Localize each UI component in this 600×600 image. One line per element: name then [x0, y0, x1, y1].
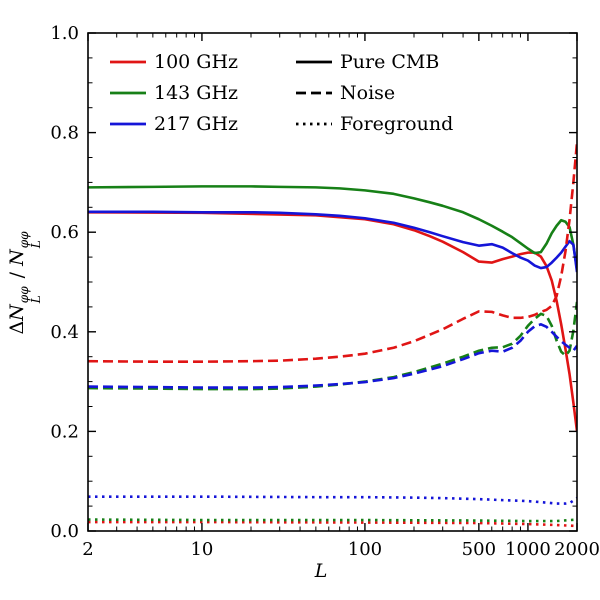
- legend-freq-100-ghz-label: 100 GHz: [154, 51, 238, 73]
- series-217-ghz-pure-cmb: [88, 210, 577, 273]
- legend-freq-217-ghz-label: 217 GHz: [154, 113, 238, 135]
- xlabel-text: L: [314, 560, 328, 582]
- y-tick-label: 0.2: [50, 421, 79, 442]
- x-tick-label: 500: [462, 539, 496, 560]
- series-217-ghz-noise: [88, 323, 577, 389]
- x-tick-label: 100: [348, 539, 382, 560]
- x-tick-label: 10: [190, 539, 213, 560]
- series-group: [88, 142, 577, 528]
- series-143-ghz-pure-cmb: [88, 185, 577, 270]
- series-100-ghz-pure-cmb: [88, 210, 577, 432]
- ylabel-scripts-2: φφ L: [17, 231, 44, 249]
- legend-style-pure-cmb-label: Pure CMB: [340, 51, 439, 73]
- legend: 100 GHz 143 GHz 217 GHz Pure CMB Noise Foregr…: [110, 51, 453, 135]
- x-tick-label: 2000: [554, 539, 600, 560]
- ylabel-N2: N: [5, 249, 28, 266]
- legend-style-noise-label: Noise: [340, 82, 395, 104]
- series-143-ghz-noise: [88, 301, 577, 391]
- x-tick-label: 1000: [505, 539, 551, 560]
- y-tick-label: 0.8: [50, 123, 79, 144]
- legend-style-foreground-label: Foreground: [340, 113, 453, 135]
- ylabel-separator: /: [5, 265, 28, 285]
- ylabel-delta: Δ: [5, 320, 28, 335]
- series-143-ghz-foreground: [88, 518, 577, 523]
- series-217-ghz-foreground: [88, 495, 577, 505]
- ticks-group: 2 10 100 500 1000 2000 0.0 0.2 0.4 0.6 0.8 1.0: [50, 23, 600, 560]
- ylabel-N1: N: [5, 304, 28, 321]
- y-tick-label: 1.0: [50, 23, 79, 44]
- y-tick-label: 0.6: [50, 222, 79, 243]
- x-axis-label: L: [65, 560, 577, 582]
- y-tick-label: 0.0: [50, 521, 79, 542]
- series-100-ghz-foreground: [88, 520, 577, 528]
- ylabel-scripts-1: φφ L: [17, 286, 44, 304]
- series-100-ghz-noise: [88, 142, 577, 363]
- x-tick-label: 2: [82, 539, 93, 560]
- y-tick-label: 0.4: [50, 322, 79, 343]
- legend-freq-143-ghz-label: 143 GHz: [154, 82, 238, 104]
- axes-frame: [87, 32, 578, 532]
